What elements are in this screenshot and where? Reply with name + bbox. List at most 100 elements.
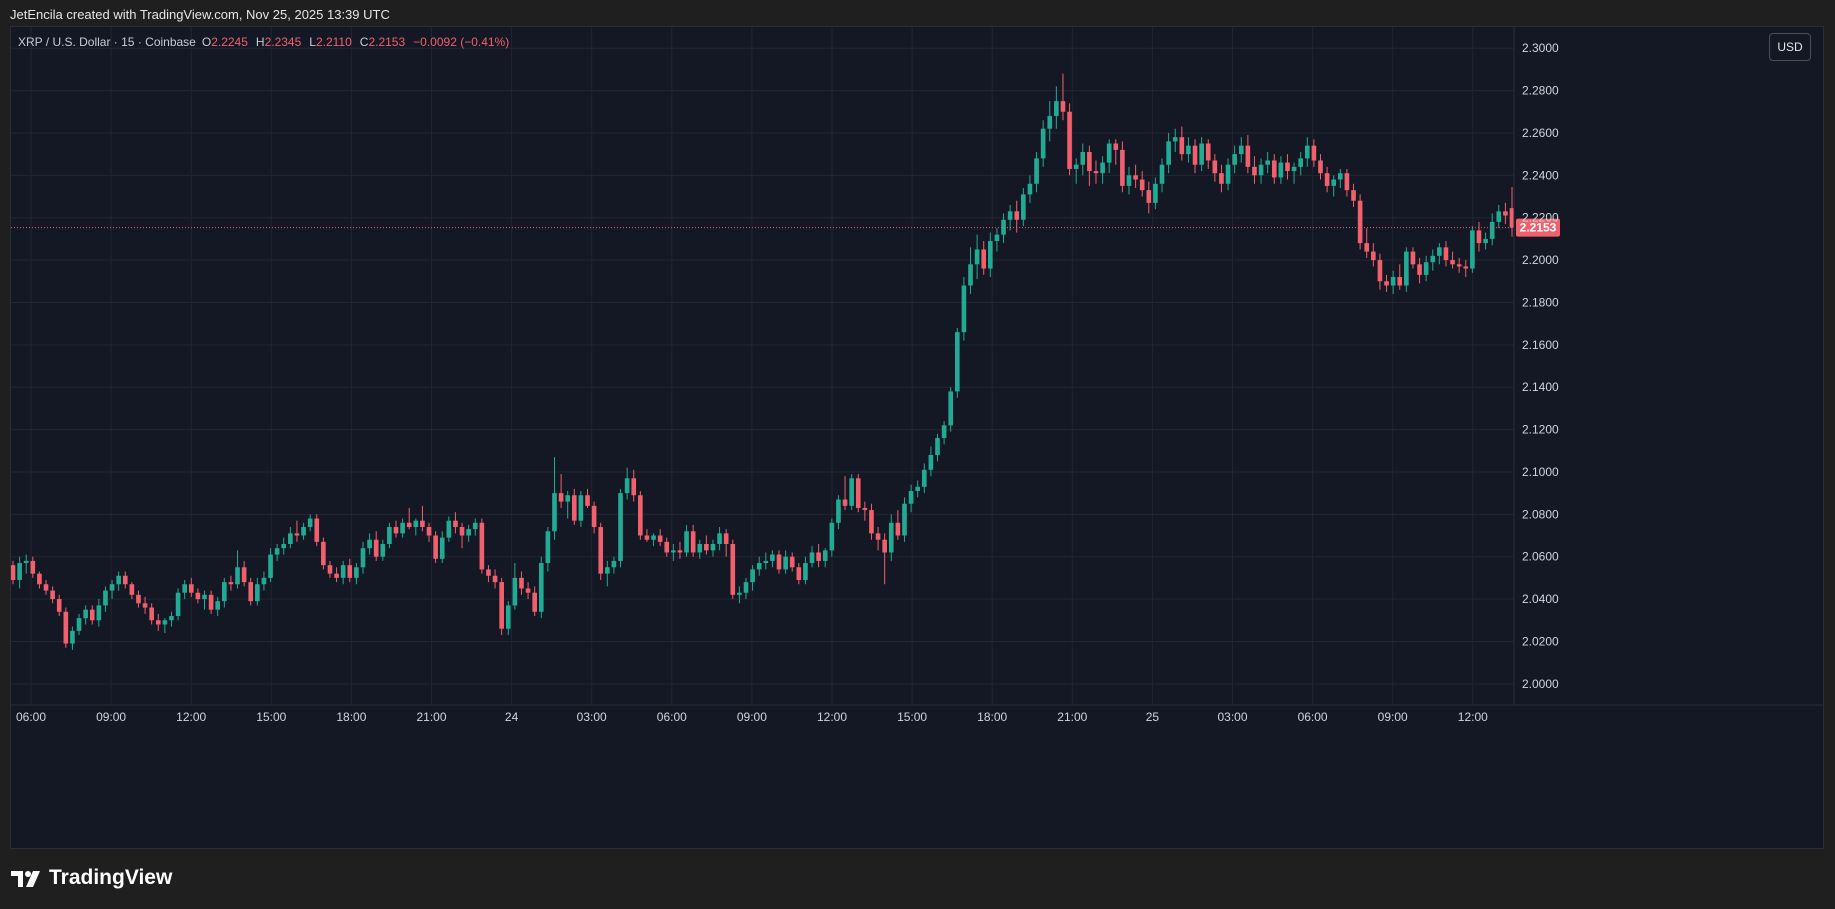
close-label: C [359, 35, 369, 49]
candle-body [1054, 101, 1059, 116]
candle-body [941, 425, 947, 439]
candle-body [1331, 179, 1337, 186]
candle-body [908, 491, 914, 504]
candle-body [70, 630, 75, 644]
candle-body [855, 478, 861, 508]
high-value: 2.2345 [264, 35, 302, 49]
candle-body [1205, 143, 1211, 161]
candle-body [1265, 160, 1270, 165]
y-tick-label: 2.1600 [1522, 338, 1559, 352]
candle-body [664, 541, 670, 553]
candle-body [809, 552, 815, 564]
currency-button[interactable]: USD [1769, 33, 1811, 61]
candle-body [420, 520, 425, 528]
open-label: O [201, 35, 212, 49]
candle-body [11, 565, 16, 580]
candle-body [1377, 260, 1383, 282]
candle-body [869, 510, 874, 534]
candle-body [1034, 158, 1039, 184]
candle-body [895, 522, 901, 536]
candle-body [1087, 152, 1092, 172]
y-tick-label: 2.1400 [1522, 380, 1559, 394]
tradingview-brand[interactable]: TradingView [11, 866, 172, 890]
symbol-legend: XRP / U.S. Dollar · 15 · Coinbase O 2.224… [18, 35, 509, 49]
y-tick-label: 2.0000 [1522, 677, 1559, 691]
candle-body [1404, 251, 1409, 286]
candle-body [439, 537, 445, 559]
candle-body [961, 285, 967, 333]
candle-body [849, 478, 854, 506]
x-tick-label: 03:00 [1217, 710, 1247, 724]
candle-body [697, 543, 703, 553]
x-tick-label: 21:00 [416, 710, 446, 724]
y-tick-label: 2.2200 [1522, 211, 1559, 225]
candle-body [354, 567, 359, 578]
candlestick-chart[interactable]: 2.2153 2.30002.28002.26002.24002.22002.2… [11, 27, 1823, 848]
last-price-badge [1516, 218, 1560, 237]
candle-body [803, 563, 808, 580]
candle-body [1073, 164, 1079, 169]
candle-body [1007, 211, 1013, 220]
candle-body [393, 527, 399, 534]
candle-body [1093, 171, 1099, 174]
candle-body [776, 554, 782, 570]
candle-body [96, 605, 102, 621]
candle-body [1199, 143, 1204, 165]
candle-body [169, 616, 174, 621]
x-tick-label: 06:00 [1298, 710, 1328, 724]
candle-body [1040, 128, 1046, 159]
candle-body [334, 573, 339, 578]
candle-body [136, 594, 141, 604]
candle-body [1232, 154, 1237, 165]
candle-body [1450, 260, 1455, 265]
candle-body [631, 478, 637, 496]
candle-body [1430, 255, 1436, 263]
y-tick-label: 2.1800 [1522, 295, 1559, 309]
candle-body [836, 499, 841, 523]
candle-body [954, 332, 960, 392]
candle-body [717, 533, 722, 544]
candle-body [882, 539, 887, 553]
candle-body [1212, 160, 1218, 174]
candle-body [492, 575, 498, 583]
candle-body [281, 543, 287, 549]
candle-body [208, 594, 214, 610]
candle-body [37, 573, 42, 585]
candle-body [340, 565, 346, 578]
y-tick-label: 2.0400 [1522, 592, 1559, 606]
candle-body [1443, 247, 1449, 261]
candle-body [1496, 211, 1502, 222]
y-tick-label: 2.2600 [1522, 126, 1559, 140]
candle-body [188, 584, 194, 593]
price-line: 2.2153 [11, 218, 1560, 237]
candle-body [902, 503, 907, 536]
chart-panel[interactable]: 2.2153 2.3000 2.2800 2.2600 2.2400 2.2200 2.2… [10, 26, 1824, 849]
candle-body [789, 556, 795, 568]
candle-body [935, 438, 940, 455]
candle-body [89, 609, 95, 621]
x-tick-label: 24 [505, 710, 519, 724]
candle-body [373, 539, 379, 557]
candle-body [1344, 173, 1350, 191]
candle-body [1271, 160, 1277, 178]
candle-body [723, 533, 729, 544]
candle-body [988, 240, 993, 269]
x-tick-label: 06:00 [657, 710, 687, 724]
candle-body [710, 543, 716, 551]
candle-body [202, 594, 207, 600]
candle-body [1225, 164, 1231, 184]
candle-body [611, 560, 617, 568]
candle-body [750, 569, 755, 583]
candle-body [472, 522, 478, 530]
candle-body [571, 495, 577, 521]
candle-body [796, 567, 802, 580]
candle-body [1219, 173, 1224, 184]
candle-body [17, 563, 22, 580]
candle-body [446, 520, 452, 538]
candle-body [222, 582, 227, 602]
symbol-name[interactable]: XRP / U.S. Dollar · 15 · Coinbase [18, 35, 196, 49]
candle-body [538, 563, 544, 612]
candle-body [1001, 219, 1006, 235]
candle-body [499, 582, 504, 629]
candle-body [1470, 230, 1475, 269]
